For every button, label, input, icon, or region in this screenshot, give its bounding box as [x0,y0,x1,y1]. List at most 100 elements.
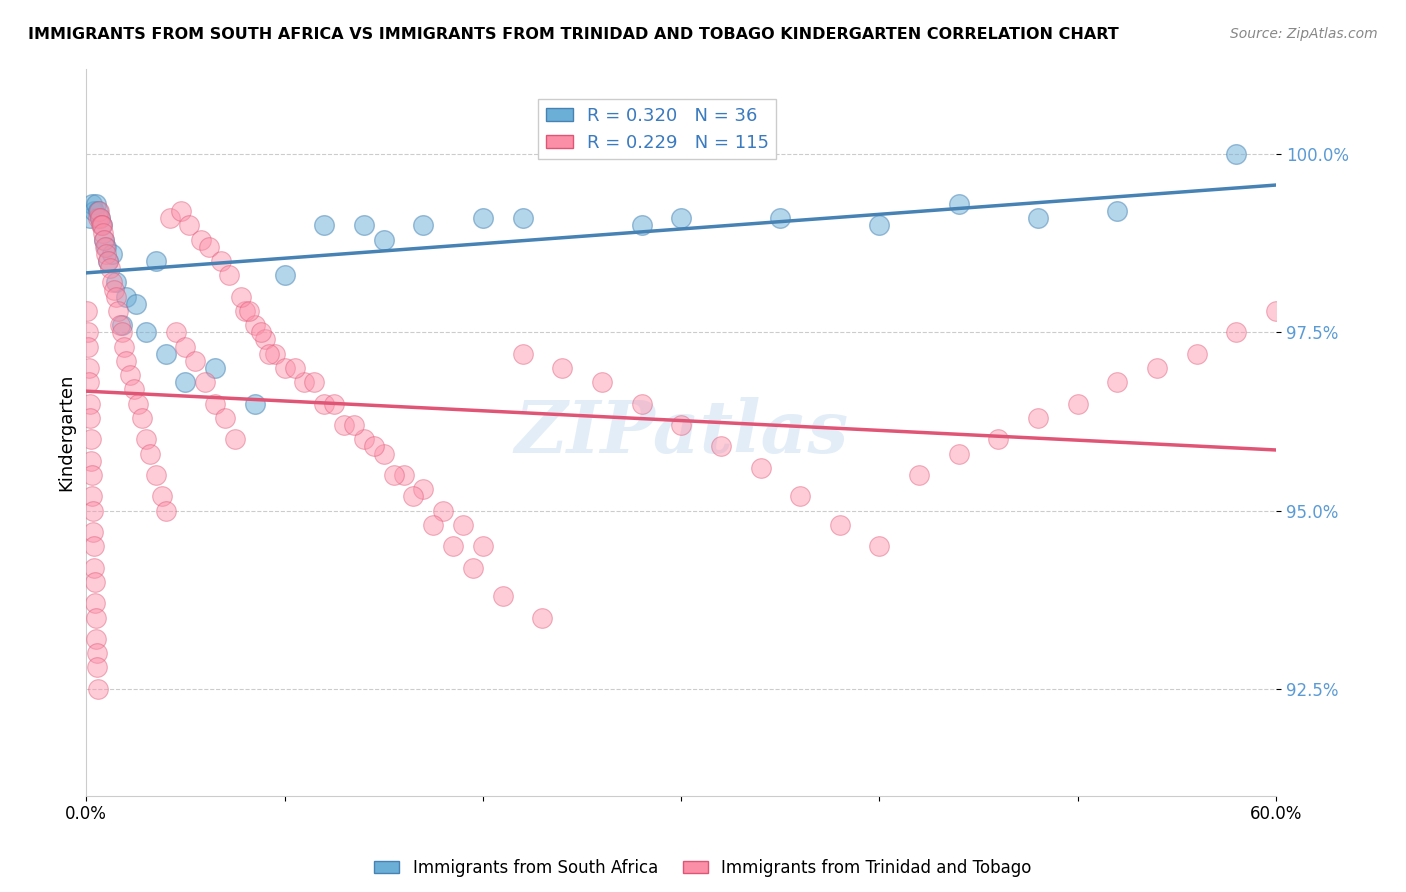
Point [84,197,107,211]
Point [79,211,101,226]
Point [412,219,434,233]
Point [908,467,931,482]
Point [89,204,111,219]
Point [105,276,128,290]
Point [333,417,356,432]
Point [82,489,104,503]
Point [97,254,120,268]
Legend: R = 0.320   N = 36, R = 0.229   N = 115: R = 0.320 N = 36, R = 0.229 N = 115 [538,99,776,159]
Point [1146,361,1168,376]
Point [91,219,114,233]
Y-axis label: Kindergarten: Kindergarten [58,374,75,491]
Point [204,361,226,376]
Point [1265,304,1288,318]
Point [1067,396,1090,410]
Point [382,467,405,482]
Point [257,347,280,361]
Point [82,197,104,211]
Point [669,211,692,226]
Point [343,417,366,432]
Point [194,376,217,390]
Point [87,204,110,219]
Point [214,410,236,425]
Point [84,596,107,610]
Point [233,304,256,318]
Point [170,204,193,219]
Point [263,347,285,361]
Point [80,453,103,467]
Point [179,219,201,233]
Point [84,610,107,624]
Point [828,517,851,532]
Point [314,396,336,410]
Point [174,340,197,354]
Point [471,211,494,226]
Point [87,211,110,226]
Point [155,347,177,361]
Point [441,539,464,553]
Point [79,410,101,425]
Point [111,326,134,340]
Point [87,681,110,696]
Point [1107,376,1129,390]
Point [249,326,271,340]
Point [392,467,415,482]
Point [77,376,100,390]
Point [94,240,117,254]
Point [82,524,104,539]
Point [551,361,574,376]
Point [1107,204,1129,219]
Point [789,489,811,503]
Point [150,489,173,503]
Point [630,219,652,233]
Point [218,268,240,283]
Point [98,261,121,276]
Point [869,219,891,233]
Point [86,660,108,674]
Point [1225,326,1247,340]
Point [591,376,613,390]
Point [204,396,226,410]
Point [83,560,105,574]
Text: Source: ZipAtlas.com: Source: ZipAtlas.com [1230,27,1378,41]
Point [471,539,494,553]
Point [512,211,534,226]
Point [76,304,98,318]
Point [89,211,111,226]
Point [127,396,149,410]
Point [79,396,101,410]
Point [83,204,105,219]
Point [83,574,105,589]
Point [115,290,138,304]
Point [451,517,474,532]
Point [512,347,534,361]
Point [630,396,652,410]
Point [1026,211,1049,226]
Point [987,432,1010,446]
Point [769,211,792,226]
Point [174,376,197,390]
Point [131,410,153,425]
Point [101,247,124,261]
Legend: Immigrants from South Africa, Immigrants from Trinidad and Tobago: Immigrants from South Africa, Immigrants… [368,853,1038,884]
Point [86,646,108,660]
Point [79,432,101,446]
Point [77,340,100,354]
Point [1185,347,1208,361]
Point [84,632,107,646]
Point [492,589,515,603]
Point [461,560,484,574]
Point [135,326,157,340]
Point [373,446,395,460]
Point [294,376,316,390]
Point [91,226,114,240]
Point [118,368,141,383]
Point [135,432,157,446]
Point [103,283,125,297]
Point [184,354,207,368]
Point [108,318,131,333]
Point [82,503,104,517]
Point [190,233,212,247]
Point [273,361,295,376]
Point [125,297,148,311]
